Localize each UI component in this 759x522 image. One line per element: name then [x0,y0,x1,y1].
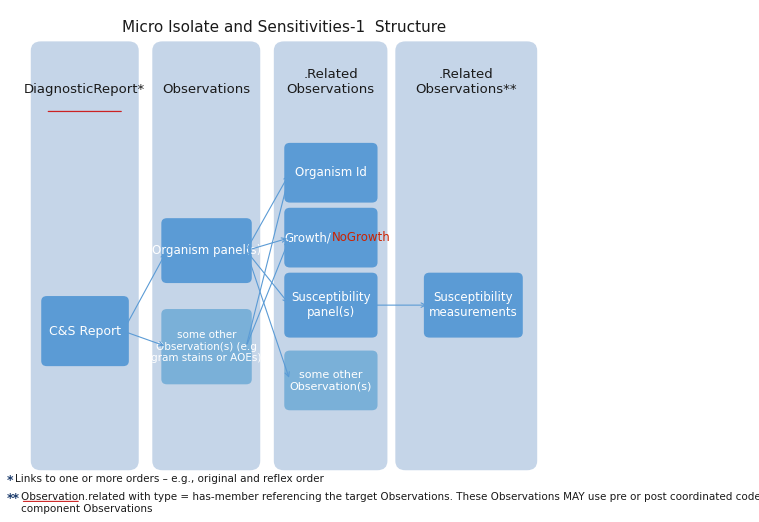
FancyBboxPatch shape [41,296,129,366]
FancyBboxPatch shape [285,208,377,267]
Text: Susceptibility
panel(s): Susceptibility panel(s) [291,291,370,319]
Text: some other
Observation(s): some other Observation(s) [290,370,372,391]
Text: Observation.related with type = has-member referencing the target Observations. : Observation.related with type = has-memb… [20,492,759,514]
Text: *: * [7,474,14,487]
Text: .Related
Observations: .Related Observations [287,68,375,96]
FancyBboxPatch shape [395,41,537,470]
Text: DiagnosticReport*: DiagnosticReport* [24,83,146,96]
FancyBboxPatch shape [162,218,252,283]
FancyBboxPatch shape [153,41,260,470]
FancyBboxPatch shape [162,309,252,384]
Text: Growth/: Growth/ [284,231,331,244]
Text: Links to one or more orders – e.g., original and reflex order: Links to one or more orders – e.g., orig… [15,474,324,484]
Text: NoGrowth: NoGrowth [332,231,390,244]
FancyBboxPatch shape [274,41,387,470]
Text: Susceptibility
measurements: Susceptibility measurements [429,291,518,319]
Text: C&S Report: C&S Report [49,325,121,338]
FancyBboxPatch shape [285,351,377,410]
FancyBboxPatch shape [31,41,139,470]
FancyBboxPatch shape [285,272,377,338]
Text: Observations: Observations [162,83,250,96]
Text: Organism panel(s): Organism panel(s) [152,244,261,257]
FancyBboxPatch shape [424,272,523,338]
Text: some other
Observation(s) (e.g
gram stains or AOEs): some other Observation(s) (e.g gram stai… [151,330,262,363]
FancyBboxPatch shape [285,143,377,203]
Text: Organism Id: Organism Id [295,166,367,179]
Text: **: ** [7,492,20,505]
Text: .Related
Observations**: .Related Observations** [415,68,517,96]
Text: Micro Isolate and Sensitivities-1  Structure: Micro Isolate and Sensitivities-1 Struct… [122,19,446,34]
